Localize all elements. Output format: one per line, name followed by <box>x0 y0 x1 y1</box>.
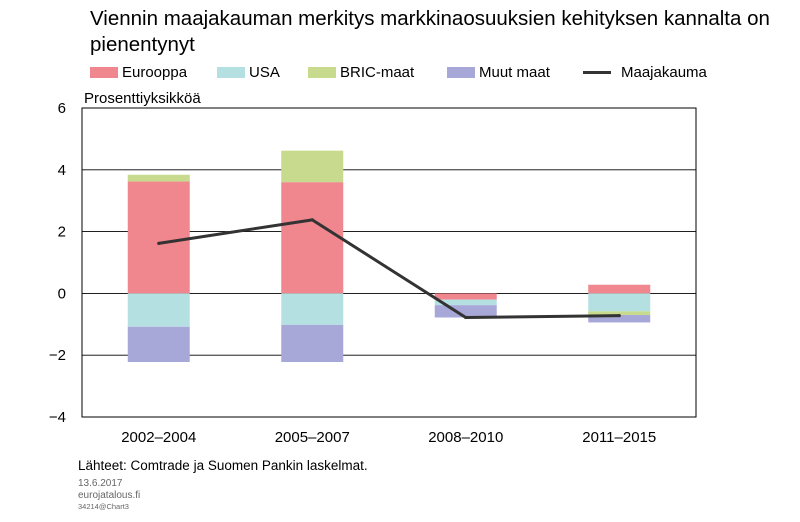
chart-title: Viennin maajakauman merkitys markkinaosu… <box>90 7 770 56</box>
y-tick-label: −2 <box>49 347 66 364</box>
bar-segment <box>127 174 190 182</box>
legend-item-maajakauma: Maajakauma <box>583 62 707 82</box>
bar-segment <box>281 324 344 362</box>
site-label: eurojatalous.fi <box>78 490 141 501</box>
chart-code-label: 34214@Chart3 <box>78 502 129 511</box>
legend-swatch-usa <box>217 66 245 78</box>
x-tick-label: 2008–2010 <box>428 429 503 446</box>
y-tick-label: 6 <box>58 100 66 117</box>
legend-line-maajakauma <box>583 70 611 74</box>
bar-segment <box>281 182 344 294</box>
legend-swatch-eurooppa <box>90 66 118 78</box>
x-tick-label: 2011–2015 <box>582 429 656 446</box>
legend-swatch-bric <box>308 66 336 78</box>
date-label: 13.6.2017 <box>78 478 123 489</box>
source-note: Lähteet: Comtrade ja Suomen Pankin laske… <box>78 458 368 473</box>
plot-frame <box>81 107 697 418</box>
bar-segment <box>281 293 344 325</box>
legend-swatch-muut <box>447 66 475 78</box>
legend-label-bric: BRIC-maat <box>340 63 415 81</box>
legend-item-bric: BRIC-maat <box>308 62 414 82</box>
bar-segment <box>588 284 651 294</box>
legend-item-usa: USA <box>217 62 280 82</box>
legend-item-muut: Muut maat <box>447 62 550 82</box>
y-tick-label: 0 <box>58 285 66 302</box>
bar-segment <box>434 299 497 306</box>
bar-segment <box>434 305 497 318</box>
line-point <box>464 315 468 320</box>
legend-label-eurooppa: Eurooppa <box>122 63 188 81</box>
legend-item-eurooppa: Eurooppa <box>90 62 187 82</box>
legend-label-maajakauma: Maajakauma <box>621 63 707 81</box>
bar-segment <box>127 181 190 294</box>
bar-segment <box>588 311 651 316</box>
bar-segment <box>281 150 344 183</box>
x-tick-label: 2005–2007 <box>275 429 350 446</box>
y-axis-label: Prosenttiyksikköä <box>84 90 201 107</box>
y-tick-label: 2 <box>58 224 66 241</box>
line-point <box>157 241 161 245</box>
bar-segment <box>588 315 651 323</box>
line-point <box>617 314 621 318</box>
y-tick-label: 4 <box>58 162 66 179</box>
line-maajakauma <box>158 218 620 320</box>
line-point <box>310 218 314 222</box>
legend-label-usa: USA <box>249 63 280 81</box>
legend-label-muut: Muut maat <box>479 63 550 81</box>
bar-segment <box>127 293 190 327</box>
legend: Eurooppa USA BRIC-maat Muut maat Maajaka… <box>90 62 790 82</box>
bar-segment <box>434 293 497 300</box>
x-tick-label: 2002–2004 <box>121 429 196 446</box>
bar-segment <box>588 293 651 312</box>
bar-segment <box>127 326 190 362</box>
y-tick-label: −4 <box>49 409 66 426</box>
